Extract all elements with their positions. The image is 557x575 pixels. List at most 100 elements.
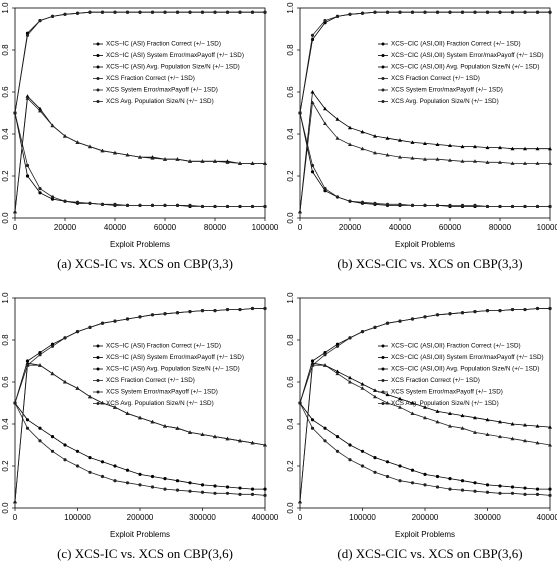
point <box>423 10 427 14</box>
point <box>548 306 552 311</box>
point <box>13 401 17 405</box>
point <box>498 309 502 313</box>
legend-marker <box>96 379 100 382</box>
legend-label: XCS−CIC (ASI,OII) Avg. Population Size/N… <box>391 366 539 373</box>
point <box>75 449 80 453</box>
point <box>25 33 30 37</box>
point <box>535 204 540 209</box>
point <box>225 485 230 489</box>
point <box>38 191 42 195</box>
legend-label: XCS−CIC (ASI,OII) System Error/maxPayoff… <box>391 354 544 361</box>
point <box>423 472 427 476</box>
legend-label: XCS−CIC (ASI,OII) Fraction Correct (+/− … <box>391 343 521 350</box>
point <box>548 204 552 209</box>
x-tick-label: 400000 <box>252 513 279 522</box>
plot-frame <box>299 7 551 219</box>
point <box>348 12 352 16</box>
point <box>225 10 230 14</box>
plot-frame <box>14 7 266 219</box>
point <box>548 493 552 497</box>
point <box>460 488 465 492</box>
caption: (b) XCS-CIC vs. XCS on CBP(3,3) <box>337 256 522 271</box>
point <box>323 363 327 367</box>
x-tick-label: 100000 <box>64 513 91 522</box>
legend-label: XCS−IC (ASI) Fraction Correct (+/− 1SD) <box>106 41 221 48</box>
point <box>448 10 452 14</box>
point <box>460 426 465 430</box>
point <box>298 401 302 405</box>
point <box>323 106 327 111</box>
point <box>310 100 315 104</box>
point <box>510 161 515 165</box>
legend-marker <box>96 344 100 348</box>
point <box>38 363 42 367</box>
point <box>75 140 80 144</box>
x-tick-label: 40000 <box>389 223 412 232</box>
point <box>498 484 502 488</box>
point <box>88 10 92 14</box>
x-tick-label: 400000 <box>537 513 557 522</box>
x-tick-label: 80000 <box>489 223 512 232</box>
point <box>498 204 502 209</box>
legend-marker <box>96 88 100 92</box>
x-tick-label: 20000 <box>339 223 362 232</box>
point <box>510 485 515 489</box>
legend-label: XCS System Error/maxPayoff (+/− 1SD) <box>391 389 503 396</box>
legend-marker <box>381 65 385 69</box>
point <box>498 491 502 495</box>
point <box>398 464 402 468</box>
point <box>435 203 440 207</box>
x-axis-label: Exploit Problems <box>110 240 170 249</box>
point <box>423 141 427 145</box>
point <box>25 363 30 367</box>
point <box>398 138 402 142</box>
point <box>448 424 452 428</box>
point <box>435 10 440 14</box>
point <box>423 405 427 409</box>
point <box>175 479 180 483</box>
point <box>200 159 205 163</box>
point <box>523 486 527 490</box>
point <box>188 430 192 434</box>
point <box>188 159 192 163</box>
point <box>373 150 377 155</box>
point <box>138 10 142 14</box>
y-tick-label: 0.8 <box>1 334 10 346</box>
point <box>100 401 105 405</box>
series-line <box>14 95 265 212</box>
point <box>238 492 242 496</box>
point <box>238 307 242 312</box>
point <box>263 493 267 497</box>
point <box>225 491 230 495</box>
point <box>50 195 55 199</box>
point <box>238 10 242 14</box>
point <box>398 155 402 159</box>
point <box>385 474 390 479</box>
y-tick-label: 0.6 <box>286 376 295 388</box>
point <box>435 157 440 161</box>
point <box>163 312 167 316</box>
point <box>200 204 205 209</box>
point <box>150 485 155 489</box>
point <box>360 382 365 386</box>
point <box>348 375 352 380</box>
point <box>323 187 327 191</box>
point <box>335 136 340 140</box>
legend-marker <box>96 77 100 80</box>
point <box>473 489 477 493</box>
point <box>263 443 267 447</box>
legend-label: XCS−IC (ASI) Avg. Population Size/N (+/−… <box>106 64 240 71</box>
point <box>225 160 230 164</box>
point <box>523 423 527 427</box>
point <box>138 155 142 159</box>
point <box>348 443 352 447</box>
point <box>25 359 30 363</box>
legend-marker <box>381 390 385 394</box>
point <box>25 426 30 430</box>
point <box>25 163 30 168</box>
point <box>410 10 415 14</box>
point <box>460 311 465 315</box>
point <box>263 204 267 209</box>
point <box>25 361 30 365</box>
